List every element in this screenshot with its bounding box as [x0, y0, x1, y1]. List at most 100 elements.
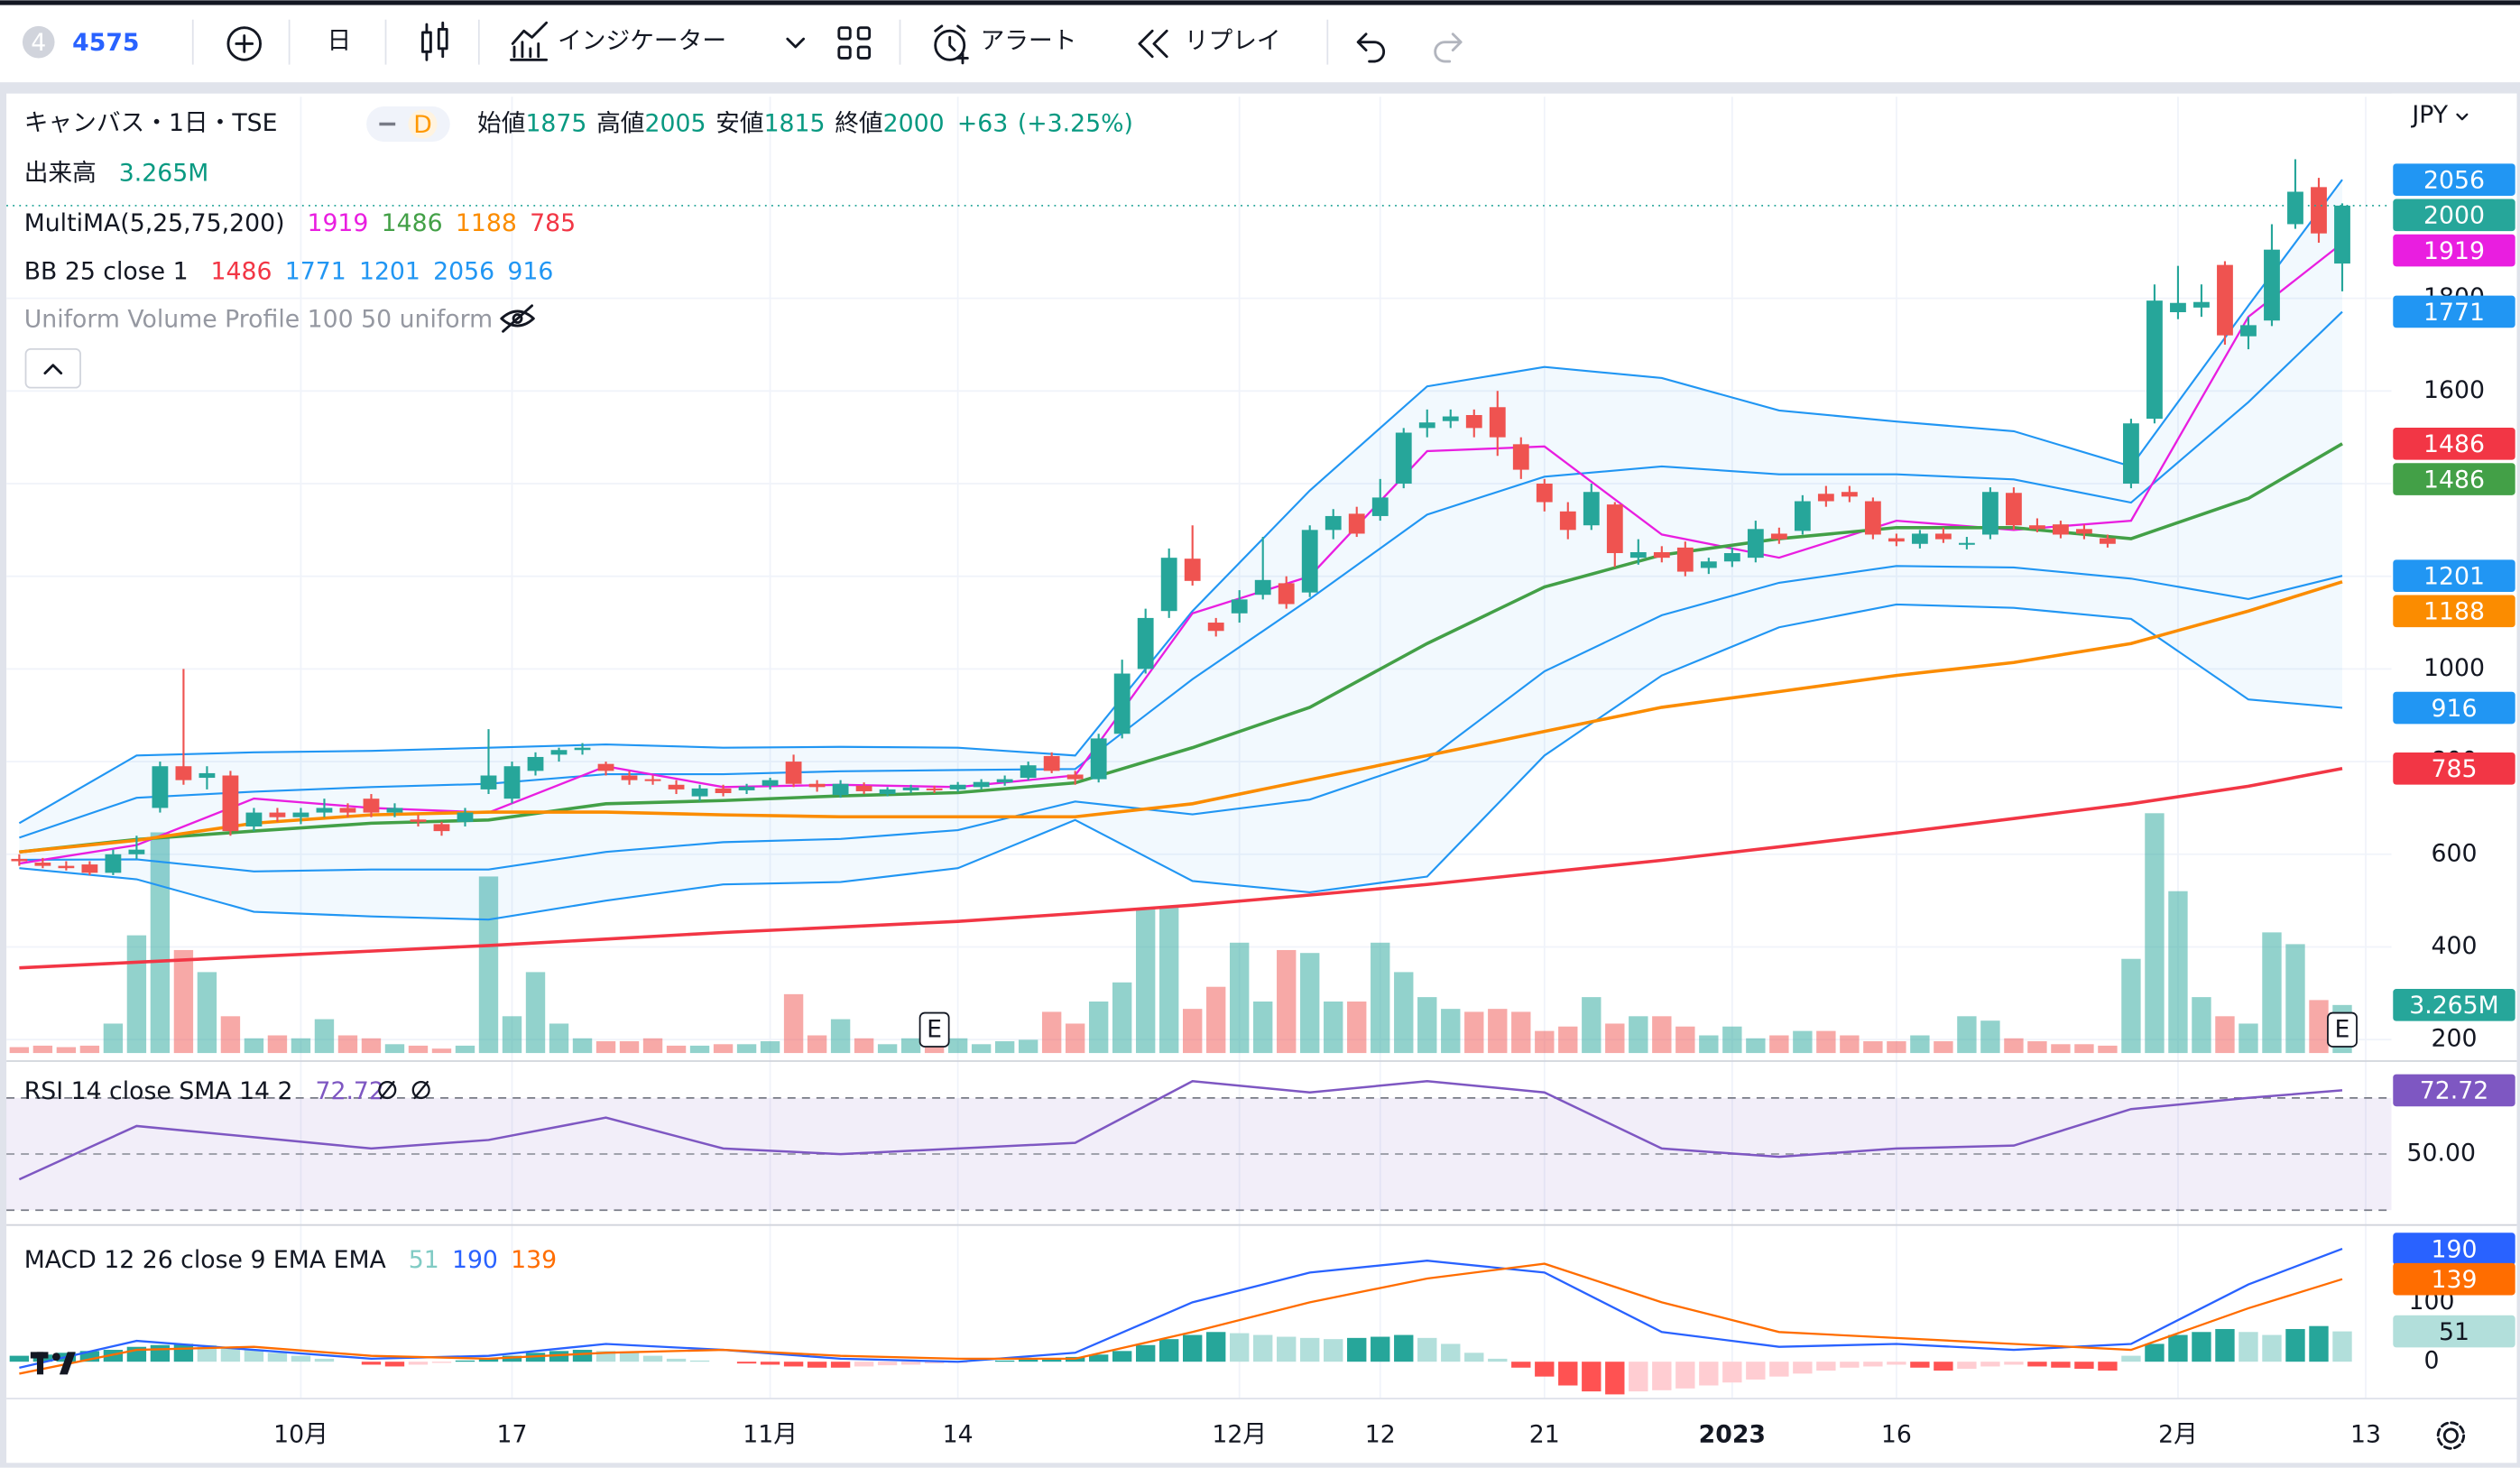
- legend-value: 1486: [211, 257, 272, 285]
- ohlc-value: 1815: [764, 109, 826, 137]
- candle-body: [1747, 529, 1764, 559]
- volume-bar: [642, 1038, 663, 1054]
- candle-body: [1137, 617, 1154, 669]
- macd-hist-bar: [1088, 1354, 1109, 1362]
- candle-body: [1231, 599, 1248, 614]
- layout-icon[interactable]: [837, 26, 872, 60]
- macd-hist-bar: [291, 1355, 311, 1362]
- volume-bar: [713, 1044, 734, 1054]
- volume-bar: [244, 1038, 264, 1054]
- volume-bar: [525, 972, 546, 1054]
- volume-bar: [549, 1023, 569, 1054]
- macd-hist-bar: [1863, 1362, 1883, 1367]
- candle-body: [2053, 524, 2069, 535]
- volume-bar: [689, 1045, 710, 1054]
- volume-bar: [1816, 1030, 1836, 1054]
- collapse-button[interactable]: [24, 348, 81, 389]
- candle-body: [1254, 579, 1271, 596]
- candle-body: [269, 812, 286, 817]
- chart-type-icon[interactable]: [421, 21, 448, 61]
- alert-icon[interactable]: [934, 24, 969, 65]
- candle-body: [1512, 444, 1529, 470]
- candle-body: [386, 808, 403, 813]
- price-label: 72.72: [2420, 1077, 2488, 1105]
- macd-hist-bar: [1394, 1334, 1414, 1362]
- y-tick-label: 1600: [2423, 376, 2485, 404]
- candle-body: [1911, 533, 1928, 544]
- macd-hist-bar: [689, 1360, 710, 1362]
- symbol[interactable]: 4575: [72, 29, 139, 57]
- indicators-icon[interactable]: [510, 21, 549, 61]
- settings-icon[interactable]: [2436, 1421, 2466, 1450]
- price-label: 1486: [2423, 430, 2485, 458]
- volume-bar: [173, 949, 194, 1054]
- candle-body: [1325, 515, 1342, 531]
- indicators[interactable]: インジケーター: [558, 27, 726, 55]
- candle-body: [11, 858, 28, 862]
- ohlc-label: 始値: [477, 109, 525, 137]
- candle-body: [2170, 302, 2186, 313]
- volume-bar: [1746, 1038, 1766, 1054]
- volume-bar: [408, 1045, 429, 1054]
- chevron[interactable]: [786, 37, 806, 49]
- macd-hist-bar: [1605, 1362, 1625, 1395]
- candle-body: [1113, 673, 1131, 734]
- price-label-box: [2393, 559, 2515, 592]
- currency[interactable]: JPY: [2410, 101, 2448, 129]
- interval[interactable]: 日: [327, 27, 351, 55]
- event-marker: [2327, 1011, 2358, 1048]
- candle-body: [715, 788, 732, 794]
- candle-body: [175, 766, 192, 780]
- x-tick-label: 13: [2350, 1421, 2381, 1449]
- legend-value: 1919: [307, 208, 368, 236]
- volume-bar: [2262, 932, 2282, 1054]
- macd-hist-bar: [1535, 1362, 1555, 1377]
- candle-body: [1442, 416, 1459, 421]
- candle-body: [949, 784, 966, 789]
- y-tick-label: 600: [2431, 839, 2477, 867]
- candle-body: [738, 786, 755, 790]
- legend-value: 1486: [382, 208, 443, 236]
- candle-body: [480, 775, 497, 789]
- macd-hist-bar: [2051, 1362, 2071, 1368]
- alert[interactable]: アラート: [981, 27, 1077, 55]
- candle-body: [1489, 407, 1506, 438]
- bb-fill: [19, 180, 2342, 920]
- undo-icon[interactable]: [1356, 32, 1386, 63]
- macd-hist-bar: [1511, 1362, 1531, 1368]
- candle-body: [1653, 551, 1670, 559]
- rsi-name: RSI 14 close SMA 14 2: [24, 1076, 293, 1104]
- vp-legend: Uniform Volume Profile 100 50 uniform: [24, 305, 493, 333]
- candle-body: [1934, 533, 1952, 540]
- add-icon[interactable]: [226, 26, 262, 61]
- x-tick-label: 12月: [1212, 1421, 1267, 1449]
- hidden-icon[interactable]: [500, 304, 535, 333]
- candle-body: [785, 762, 802, 784]
- legend-ohlc: 始値1875 高値2005 安値1815 終値2000 +63 (+3.25%): [477, 109, 1133, 137]
- macd-hist-bar: [1230, 1333, 1250, 1362]
- candle-body: [2076, 529, 2092, 534]
- price-label-box: [2393, 163, 2515, 196]
- macd-hist-bar: [2285, 1328, 2305, 1362]
- macd-hist-bar: [1300, 1337, 1320, 1362]
- replay[interactable]: リプレイ: [1185, 27, 1281, 55]
- candle-body: [855, 785, 872, 791]
- ohlc-value: 1875: [525, 109, 586, 137]
- candle-body: [1817, 494, 1834, 502]
- candle-body: [34, 863, 51, 866]
- candle-body: [58, 865, 75, 869]
- macd-hist-bar: [2215, 1328, 2235, 1362]
- currency-chevron[interactable]: [2456, 113, 2469, 121]
- candle-body: [2123, 423, 2139, 484]
- macd-hist-bar: [1675, 1362, 1695, 1389]
- price-label-box: [2393, 1233, 2515, 1265]
- price-label: 1486: [2423, 466, 2485, 494]
- price-label-box: [2393, 234, 2515, 267]
- symbol-logo[interactable]: [22, 25, 55, 59]
- rsi-legend: RSI 14 close SMA 14 2 72.72: [24, 1076, 384, 1104]
- candle-body: [1348, 513, 1365, 534]
- macd-hist-bar: [2004, 1362, 2024, 1365]
- candle-body: [1184, 559, 1201, 581]
- replay-icon[interactable]: [1138, 29, 1168, 59]
- redo-icon[interactable]: [1434, 32, 1463, 63]
